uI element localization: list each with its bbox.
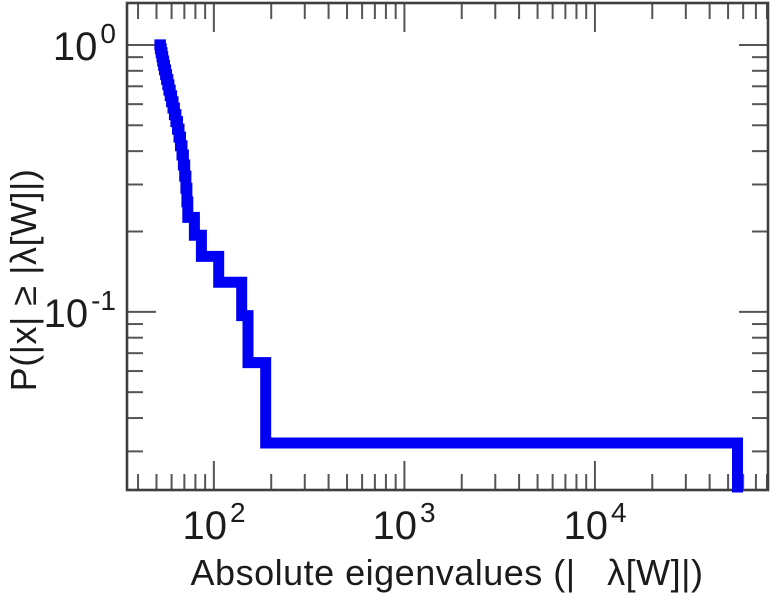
x-axis-title: Absolute eigenvalues (| λ[W]|) [190, 552, 704, 593]
y-tick-label: 10 0 [0, 20, 116, 69]
ccdf-step-line [154, 39, 743, 493]
tick-base: 10 [372, 504, 417, 548]
tick-base: 10 [52, 25, 98, 69]
tick-exponent: 2 [229, 497, 246, 528]
x-tick-label: 10 3 [372, 499, 435, 548]
y-tick-label: 10 -1 [0, 287, 116, 336]
tick-base: 10 [182, 504, 227, 548]
plot-frame [125, 1, 770, 492]
tick-exponent: 3 [419, 497, 436, 528]
x-tick-label: 10 4 [563, 499, 626, 548]
tick-exponent: 4 [610, 497, 627, 528]
tick-base: 10 [43, 292, 89, 336]
tick-base: 10 [563, 504, 608, 548]
y-axis-title: P(|x| ≥ |λ[W]|) [3, 168, 44, 392]
tick-exponent: -1 [91, 285, 116, 316]
x-tick-label: 10 2 [182, 499, 245, 548]
tick-exponent: 0 [100, 18, 116, 49]
